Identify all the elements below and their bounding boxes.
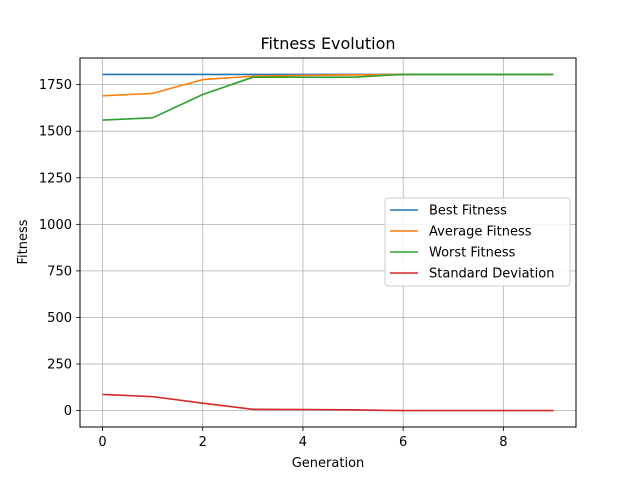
y-tick-label: 0: [64, 404, 72, 419]
axis-ticks: 0 2 4 6 8 0 250 500 750 1000 1250 1500 1750: [39, 78, 508, 450]
x-tick-label: 2: [199, 435, 207, 450]
series-line-worst-fitness: [102, 73, 554, 121]
legend: Best Fitness Average Fitness Worst Fitness…: [384, 197, 571, 287]
y-tick-label: 1750: [39, 78, 72, 93]
legend-label-worst-fitness: Worst Fitness: [429, 246, 516, 261]
y-tick-label: 1250: [39, 171, 72, 186]
chart-title: Fitness Evolution: [260, 34, 395, 53]
plot-frame: [79, 57, 577, 428]
x-tick-label: 8: [499, 435, 507, 450]
x-tick-label: 6: [399, 435, 407, 450]
series-line-standard-deviation: [102, 393, 554, 412]
x-tick-label: 0: [98, 435, 106, 450]
series-lines: [102, 73, 554, 412]
x-axis-label: Generation: [292, 456, 365, 471]
y-tick-label: 250: [47, 358, 72, 373]
y-tick-label: 1500: [39, 125, 72, 140]
y-tick-label: 500: [47, 311, 72, 326]
y-tick-label: 1000: [39, 218, 72, 233]
legend-box: [384, 197, 571, 287]
y-axis-label: Fitness: [16, 219, 31, 264]
legend-label-average-fitness: Average Fitness: [429, 225, 532, 240]
legend-label-best-fitness: Best Fitness: [429, 204, 507, 219]
y-tick-label: 750: [47, 264, 72, 279]
x-tick-label: 4: [299, 435, 307, 450]
legend-label-standard-deviation: Standard Deviation: [429, 267, 554, 282]
